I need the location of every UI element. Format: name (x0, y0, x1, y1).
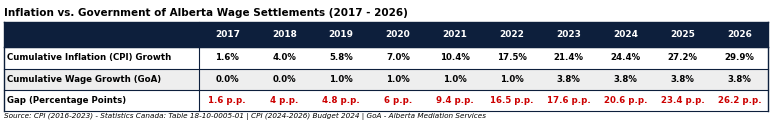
Text: 4.0%: 4.0% (273, 53, 296, 62)
Text: 24.4%: 24.4% (611, 53, 641, 62)
Text: 16.5 p.p.: 16.5 p.p. (490, 96, 533, 105)
Text: 9.4 p.p.: 9.4 p.p. (436, 96, 474, 105)
Text: Gap (Percentage Points): Gap (Percentage Points) (7, 96, 126, 105)
Text: 2026: 2026 (727, 30, 752, 39)
Text: 1.0%: 1.0% (443, 75, 467, 84)
Bar (4, 90, 768, 111)
Text: 2024: 2024 (613, 30, 638, 39)
Text: 2021: 2021 (442, 30, 467, 39)
Text: 2020: 2020 (386, 30, 411, 39)
Text: 29.9%: 29.9% (725, 53, 754, 62)
Text: 1.0%: 1.0% (386, 75, 410, 84)
Text: 17.6 p.p.: 17.6 p.p. (547, 96, 591, 105)
Text: 17.5%: 17.5% (497, 53, 527, 62)
Text: 2025: 2025 (670, 30, 695, 39)
Text: 3.8%: 3.8% (557, 75, 581, 84)
Text: 2019: 2019 (329, 30, 354, 39)
Text: 1.6 p.p.: 1.6 p.p. (208, 96, 246, 105)
Text: 2017: 2017 (215, 30, 240, 39)
Text: 0.0%: 0.0% (273, 75, 296, 84)
Text: 1.0%: 1.0% (329, 75, 353, 84)
Text: 1.0%: 1.0% (500, 75, 523, 84)
Bar (4, 47, 768, 69)
Text: 27.2%: 27.2% (668, 53, 698, 62)
Text: 20.6 p.p.: 20.6 p.p. (604, 96, 648, 105)
Text: 10.4%: 10.4% (440, 53, 470, 62)
Text: 3.8%: 3.8% (727, 75, 751, 84)
Text: 21.4%: 21.4% (554, 53, 584, 62)
Text: Inflation vs. Government of Alberta Wage Settlements (2017 - 2026): Inflation vs. Government of Alberta Wage… (4, 8, 408, 18)
Text: 26.2 p.p.: 26.2 p.p. (718, 96, 761, 105)
Text: 3.8%: 3.8% (671, 75, 695, 84)
Text: 4 p.p.: 4 p.p. (270, 96, 299, 105)
Text: 7.0%: 7.0% (386, 53, 410, 62)
Text: 23.4 p.p.: 23.4 p.p. (661, 96, 705, 105)
Text: 4.8 p.p.: 4.8 p.p. (322, 96, 360, 105)
Text: 2018: 2018 (272, 30, 296, 39)
Text: 0.0%: 0.0% (215, 75, 239, 84)
Bar (4, 22, 768, 47)
Text: 3.8%: 3.8% (614, 75, 638, 84)
Text: 2023: 2023 (557, 30, 581, 39)
Text: Cumulative Inflation (CPI) Growth: Cumulative Inflation (CPI) Growth (7, 53, 171, 62)
Text: 2022: 2022 (499, 30, 524, 39)
Text: 6 p.p.: 6 p.p. (384, 96, 412, 105)
Text: 1.6%: 1.6% (215, 53, 239, 62)
Text: 5.8%: 5.8% (329, 53, 353, 62)
Text: Cumulative Wage Growth (GoA): Cumulative Wage Growth (GoA) (7, 75, 161, 84)
Bar (4, 69, 768, 90)
Text: Source: CPI (2016-2023) - Statistics Canada: Table 18-10-0005-01 | CPI (2024-202: Source: CPI (2016-2023) - Statistics Can… (4, 113, 486, 120)
